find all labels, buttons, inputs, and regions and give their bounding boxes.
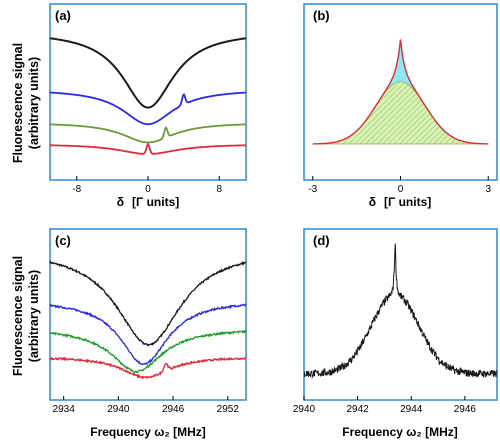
- y-axis-label-bottom-2: (arbitrary units): [27, 270, 41, 362]
- y-axis-label-bottom-1: Fluorescence signal: [11, 256, 25, 376]
- panel-b-xtick-label: -3: [308, 184, 317, 195]
- panel-a-lines: [49, 37, 247, 155]
- y-axis-label-top-2: (arbitrary units): [27, 57, 41, 149]
- panel-d-xtick-label: 2944: [400, 404, 423, 415]
- panel-a-xtick-label: 8: [216, 184, 222, 195]
- panel-a-label: (a): [55, 8, 71, 23]
- y-axis-label-top-1: Fluorescence signal: [11, 43, 25, 163]
- panel-c-xtick-label: 2952: [217, 404, 240, 415]
- panel-c-ticks: 2934 2940 2946 2952: [53, 396, 240, 415]
- panel-d-label: (d): [313, 233, 330, 248]
- panel-c-label: (c): [55, 233, 71, 248]
- panel-c-xtick-label: 2940: [107, 404, 130, 415]
- panel-b-xtick-label: 0: [398, 184, 404, 195]
- series-black-line: [49, 260, 247, 347]
- total-envelope-line: [312, 39, 489, 145]
- series-red-line: [50, 142, 246, 155]
- panel-b-ticks: -3 0 3: [308, 176, 491, 195]
- panel-c-xtick-label: 2934: [53, 404, 76, 415]
- panel-d-ticks: 2940 2942 2944 2946: [293, 396, 477, 415]
- panel-a-xtick-label: -8: [72, 184, 81, 195]
- panel-d: 2940 2942 2944 2946 (d) Frequency ω₂ [MHz]: [293, 228, 498, 439]
- panel-d-lines: [303, 243, 498, 380]
- panel-b-xtick-label: 3: [485, 184, 491, 195]
- series-black-line: [49, 37, 247, 109]
- panel-a-ticks: -8 0 8: [72, 176, 222, 195]
- series-red-line: [49, 356, 247, 380]
- series-blue-line: [49, 303, 247, 366]
- panel-d-xtick-label: 2940: [293, 404, 316, 415]
- panel-b-xlabel: δ [Γ units]: [369, 195, 431, 209]
- panel-b: -3 0 3 (b) δ [Γ units]: [303, 3, 498, 209]
- panel-a-xlabel-unit: [Γ units]: [132, 195, 179, 209]
- panel-d-xtick-label: 2942: [346, 404, 369, 415]
- panel-d-xlabel: Frequency ω₂ [MHz]: [342, 425, 457, 439]
- panel-b-areas: [312, 39, 489, 145]
- panel-a: -8 0 8 (a) δ [Γ units]: [49, 3, 247, 209]
- panel-c: 2934 2940 2946 2952 (c) Frequency ω₂ [MHz]: [49, 228, 247, 439]
- panel-a-xlabel-sym: δ: [117, 195, 124, 209]
- panel-c-xlabel: Frequency ω₂ [MHz]: [90, 425, 205, 439]
- panel-d-xtick-label: 2946: [454, 404, 477, 415]
- panel-c-lines: [49, 260, 247, 380]
- panel-c-frame: [49, 228, 247, 401]
- panel-a-xtick-label: 0: [145, 184, 151, 195]
- panel-a-frame: [49, 3, 247, 181]
- series-blue-line: [49, 91, 247, 126]
- panel-a-xlabel: δ [Γ units]: [117, 195, 179, 209]
- series-black-line: [303, 243, 498, 380]
- panel-b-xlabel-unit: [Γ units]: [384, 195, 431, 209]
- panel-b-xlabel-sym: δ: [369, 195, 376, 209]
- series-green_c-line: [49, 329, 247, 374]
- panel-b-label: (b): [313, 8, 330, 23]
- panel-c-xtick-label: 2946: [162, 404, 185, 415]
